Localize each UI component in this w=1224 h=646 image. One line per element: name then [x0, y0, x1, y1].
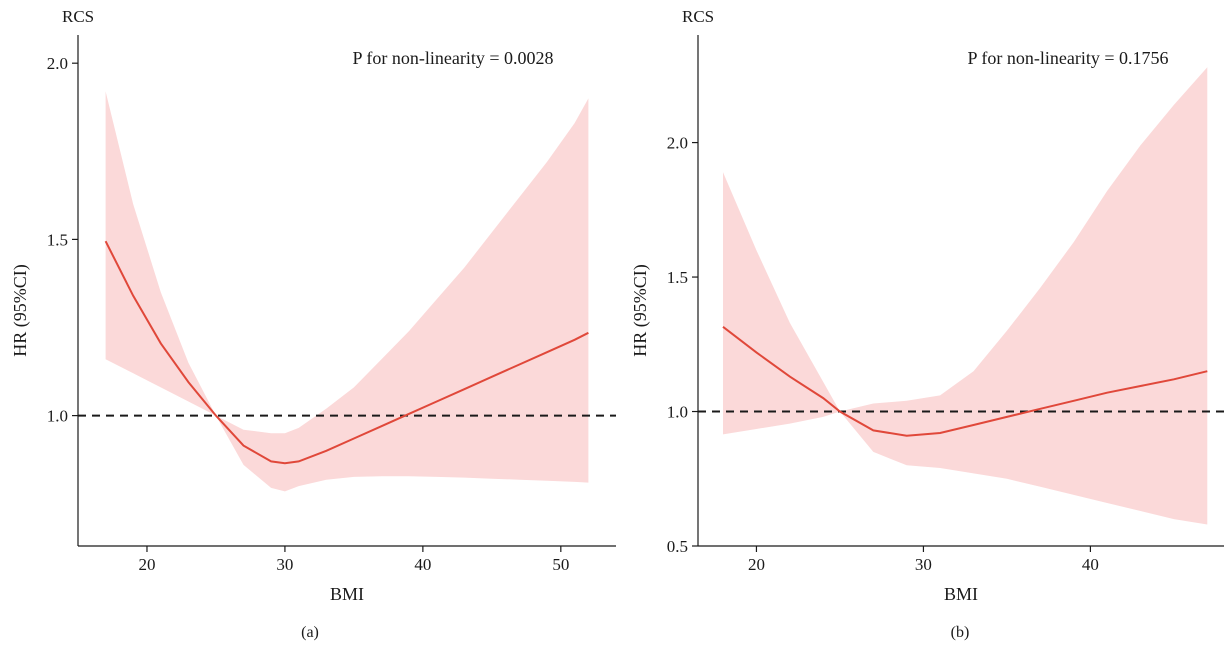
x-tick-label: 30 — [915, 555, 932, 574]
y-tick-label: 2.0 — [47, 54, 68, 73]
panel-a: 20 30 40 50 1.0 1.5 2.0 RCS P for non-linearit… — [10, 7, 616, 641]
x-axis-title: BMI — [330, 584, 364, 604]
y-tick-label: 1.0 — [47, 407, 68, 426]
ticks-group: 20 30 40 0.5 1.0 1.5 2.0 — [667, 134, 1099, 574]
y-tick-label: 1.5 — [47, 230, 68, 249]
corner-label: RCS — [682, 7, 714, 26]
x-tick-label: 50 — [552, 555, 569, 574]
x-tick-label: 20 — [748, 555, 765, 574]
ci-band — [723, 67, 1208, 525]
y-tick-label: 0.5 — [667, 537, 688, 556]
panel-label: (a) — [301, 624, 319, 641]
y-axis-title: HR (95%CI) — [10, 264, 31, 357]
x-tick-label: 20 — [138, 555, 155, 574]
corner-label: RCS — [62, 7, 94, 26]
x-tick-label: 30 — [276, 555, 293, 574]
p-value-annotation: P for non-linearity = 0.0028 — [353, 48, 554, 68]
ci-band — [105, 91, 589, 492]
hr-curve — [722, 326, 1208, 437]
panel-label: (b) — [951, 624, 970, 641]
x-axis-title: BMI — [944, 584, 978, 604]
ticks-group: 20 30 40 50 1.0 1.5 2.0 — [47, 54, 570, 574]
p-value-annotation: P for non-linearity = 0.1756 — [968, 48, 1169, 68]
hr-curve — [104, 240, 589, 465]
y-tick-label: 2.0 — [667, 134, 688, 153]
y-tick-label: 1.0 — [667, 403, 688, 422]
x-tick-label: 40 — [1082, 555, 1099, 574]
x-tick-label: 40 — [414, 555, 431, 574]
y-axis-title: HR (95%CI) — [630, 264, 651, 357]
y-tick-label: 1.5 — [667, 268, 688, 287]
panel-b: 20 30 40 0.5 1.0 1.5 2.0 RCS P for non-lineari… — [630, 7, 1224, 641]
